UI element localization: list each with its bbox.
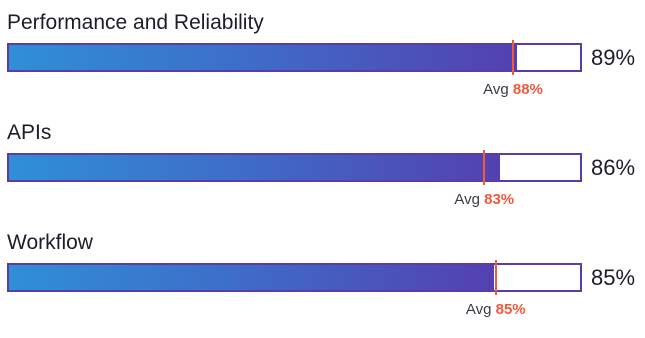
bar-fill <box>9 155 501 180</box>
bar-fill <box>9 45 518 70</box>
average-marker <box>512 40 514 75</box>
bar-track <box>7 263 582 292</box>
metric-label: APIs <box>7 121 52 144</box>
metric-value: 89% <box>591 45 636 70</box>
metric-row-performance: Performance and Reliability 89% Avg 88% <box>0 10 645 118</box>
average-prefix: Avg <box>454 191 480 208</box>
average-label: Avg 88% <box>483 81 543 99</box>
score-bar-chart: Performance and Reliability 89% Avg 88% … <box>0 10 645 318</box>
average-label: Avg 83% <box>454 191 514 209</box>
average-label: Avg 85% <box>466 301 526 319</box>
metric-label: Performance and Reliability <box>7 11 264 34</box>
bar-fill <box>9 265 495 290</box>
metric-row-workflow: Workflow 85% Avg 85% <box>0 230 645 338</box>
average-value: 85% <box>495 301 526 318</box>
average-prefix: Avg <box>483 81 509 98</box>
average-marker <box>483 150 486 185</box>
average-value: 88% <box>512 81 543 98</box>
metric-value: 86% <box>591 155 636 180</box>
metric-label: Workflow <box>7 231 93 254</box>
bar-track <box>7 43 582 72</box>
average-value: 83% <box>484 191 515 208</box>
metric-row-apis: APIs 86% Avg 83% <box>0 120 645 228</box>
bar-track <box>7 153 582 182</box>
average-prefix: Avg <box>465 301 492 318</box>
metric-value: 85% <box>591 265 636 290</box>
average-marker <box>494 260 497 295</box>
